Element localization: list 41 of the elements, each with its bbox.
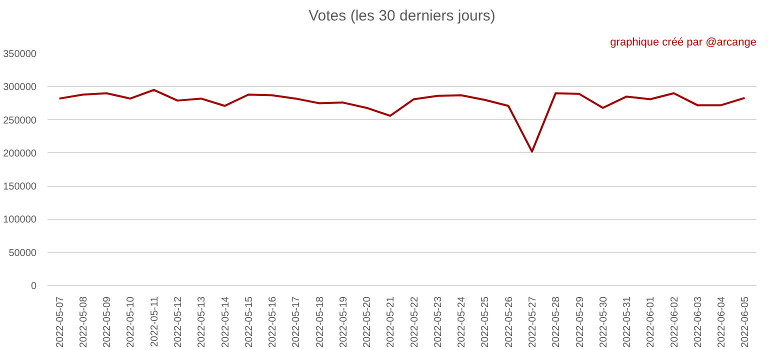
- x-tick-label: 2022-05-21: [386, 296, 397, 348]
- x-tick-label: 2022-05-11: [149, 296, 160, 347]
- x-tick-label: 2022-05-27: [527, 296, 538, 348]
- x-tick-label: 2022-05-19: [338, 296, 350, 348]
- y-tick-label: 350000: [3, 49, 37, 60]
- x-tick-label: 2022-05-28: [551, 296, 562, 348]
- x-tick-label: 2022-06-03: [692, 296, 704, 348]
- x-tick-label: 2022-05-13: [196, 296, 208, 348]
- x-tick-label: 2022-06-02: [669, 296, 680, 348]
- x-tick-label: 2022-05-22: [409, 296, 420, 348]
- line-series: [58, 88, 746, 153]
- y-tick-label: 250000: [3, 115, 37, 126]
- x-tick-label: 2022-05-09: [102, 296, 114, 348]
- x-tick-label: 2022-06-04: [716, 296, 728, 348]
- x-tick-label: 2022-06-01: [646, 296, 657, 348]
- y-tick-label: 200000: [3, 148, 37, 160]
- x-tick-label: 2022-05-29: [574, 296, 586, 348]
- x-tick-label: 2022-05-31: [622, 296, 634, 348]
- x-tick-label: 2022-05-14: [220, 296, 232, 348]
- x-tick-label: 2022-05-30: [598, 296, 610, 348]
- x-tick-label: 2022-05-12: [172, 296, 184, 348]
- x-tick-label: 2022-05-24: [456, 296, 468, 348]
- x-tick-label: 2022-05-26: [504, 296, 515, 348]
- y-tick-label: 100000: [3, 214, 37, 226]
- x-tick-label: 2022-05-16: [268, 296, 279, 348]
- x-tick-label: 2022-05-08: [78, 296, 90, 348]
- y-tick-label: 50000: [8, 248, 37, 259]
- x-tick-label: 2022-06-05: [740, 296, 752, 348]
- text: graphique créé par @arcange: [610, 36, 757, 48]
- x-tick-label: 2022-05-20: [362, 296, 374, 348]
- x-tick-label: 2022-05-17: [291, 296, 302, 348]
- y-tick-label: 150000: [3, 182, 37, 193]
- y-tick-label: 0: [30, 281, 37, 292]
- x-tick-label: 2022-05-18: [314, 296, 326, 348]
- x-tick-label: 2022-05-23: [432, 296, 444, 348]
- x-tick-label: 2022-05-15: [244, 296, 255, 348]
- x-tick-label: 2022-05-25: [480, 296, 492, 348]
- x-tick-label: 2022-05-07: [54, 296, 66, 348]
- x-tick-label: 2022-05-10: [126, 296, 137, 348]
- y-tick-label: 300000: [3, 82, 37, 94]
- chart-title: Votes (les 30 derniers jours): [308, 8, 496, 24]
